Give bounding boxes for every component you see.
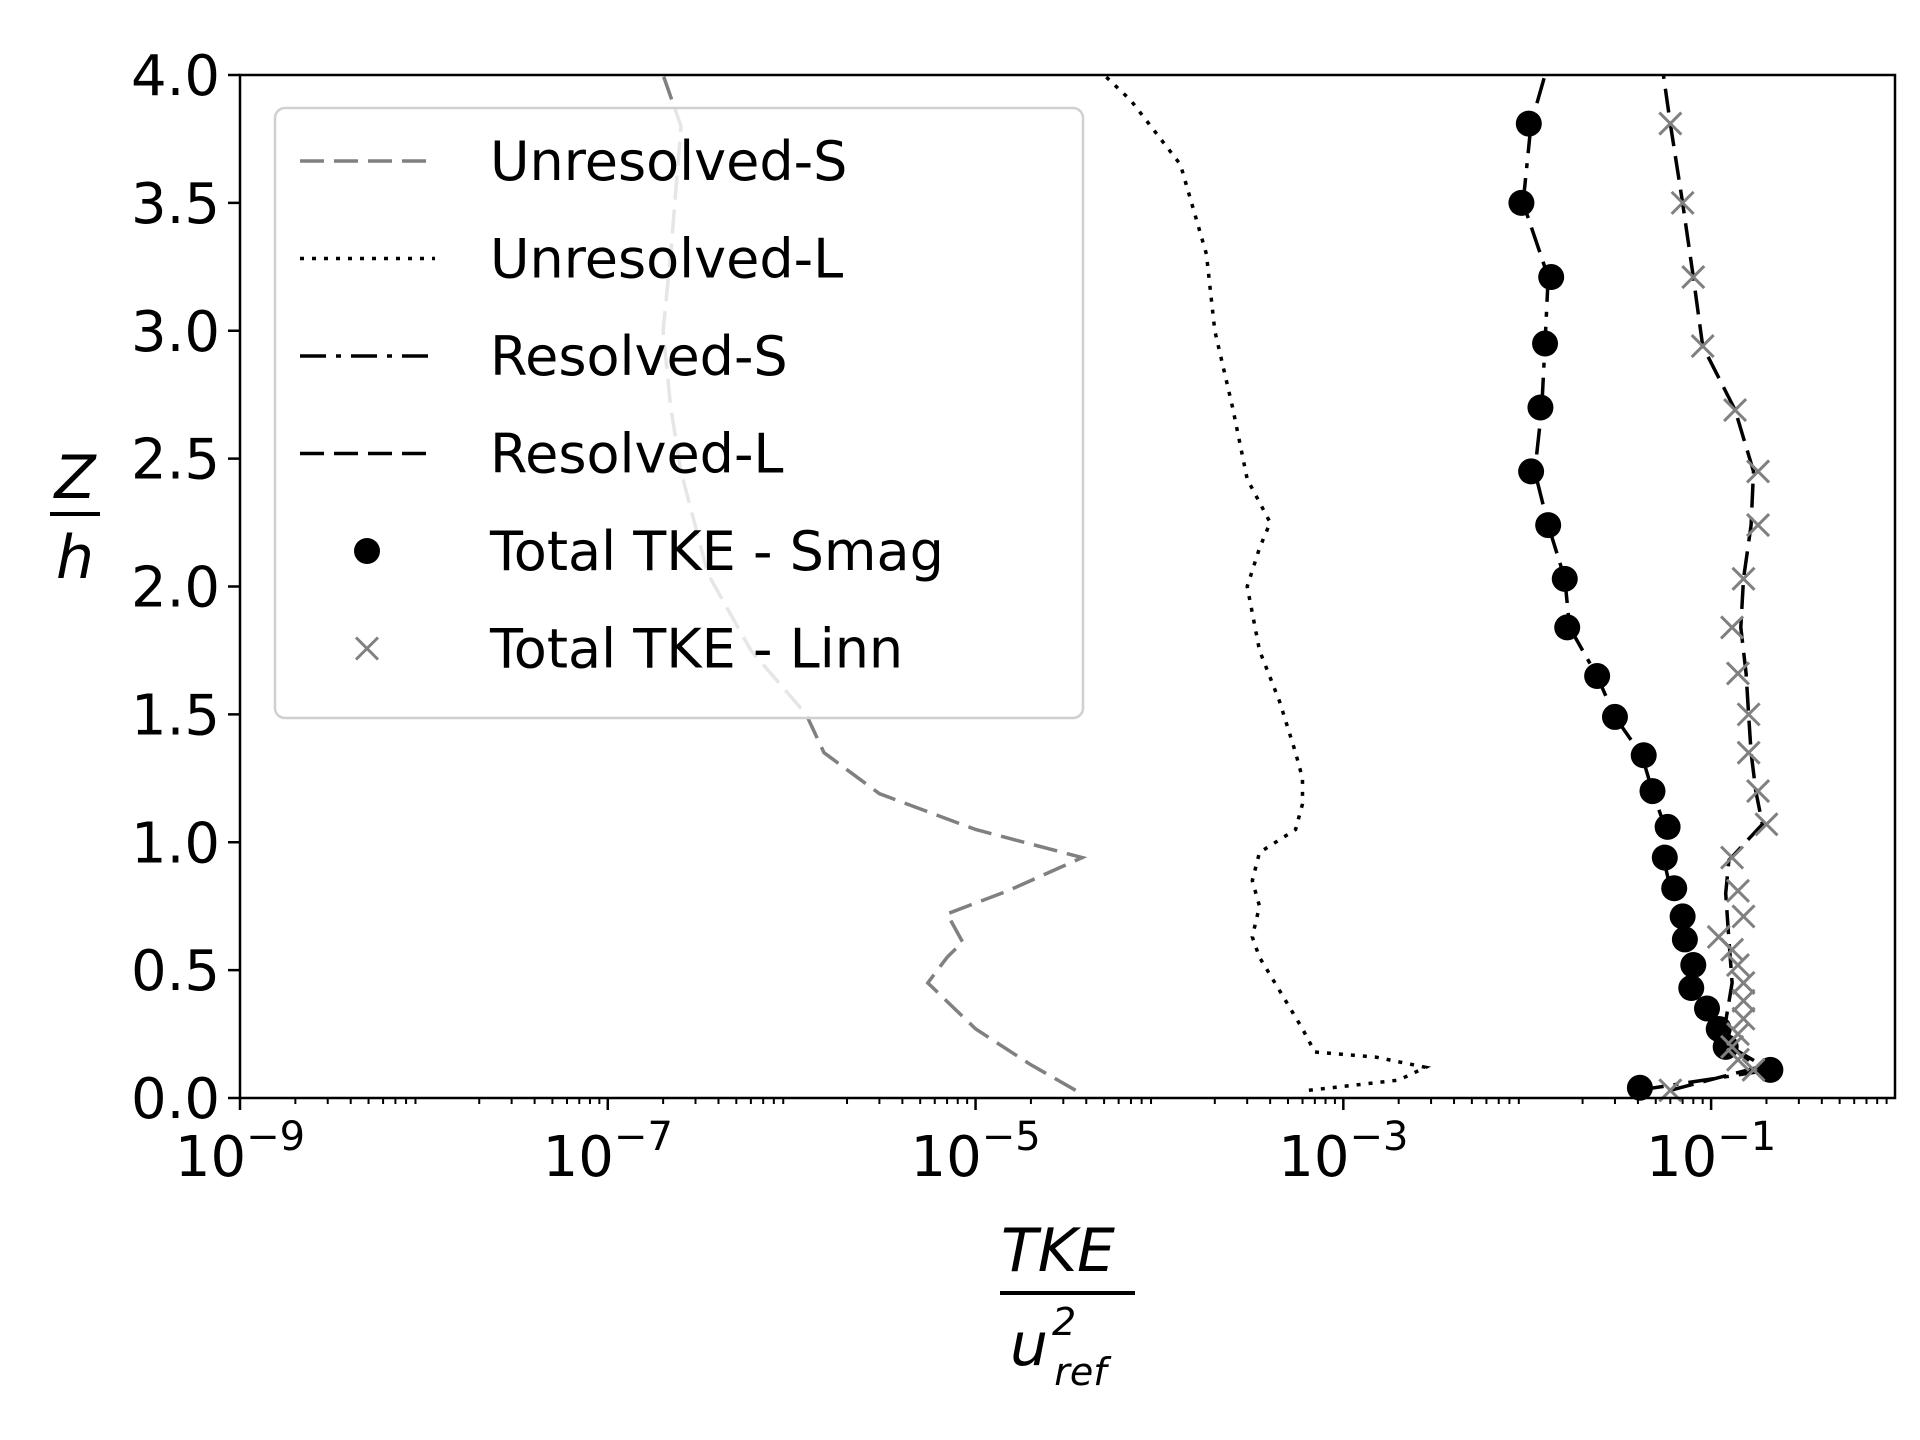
data-point-total-tke-linn [1690,334,1715,359]
data-point-total-tke-linn [1754,812,1779,837]
marker-layer [1508,110,1784,1103]
y-axis-label-numerator: Z [52,443,97,513]
x-axis-label-denominator-base: u [1010,1310,1048,1380]
data-point-total-tke-smag [1538,264,1565,291]
x-axis-label-numerator: TKE [1001,1216,1115,1286]
legend-label-unresolved-s: Unresolved-S [490,130,847,193]
data-point-total-tke-linn [1720,615,1745,640]
y-tick-label: 4.0 [131,44,220,109]
data-point-total-tke-linn [1731,904,1756,929]
data-point-total-tke-smag [1757,1056,1784,1083]
data-point-total-tke-linn [1720,845,1745,870]
data-point-total-tke-linn [1745,459,1771,484]
data-point-total-tke-smag [1527,394,1554,421]
legend-label-resolved-l: Resolved-L [490,423,784,486]
data-point-total-tke-smag [1630,742,1657,769]
x-tick-label: 10−1 [1646,1114,1776,1190]
legend-label-total-tke-linn: Total TKE - Linn [489,618,903,681]
y-tick-label: 1.0 [131,811,220,876]
legend-label-total-tke-smag: Total TKE - Smag [489,520,944,583]
data-point-total-tke-smag [1508,189,1535,216]
data-point-total-tke-smag [1694,995,1721,1022]
legend-label-unresolved-l: Unresolved-L [490,228,843,291]
series-line-unresolved-l [1102,75,1432,1093]
y-tick-label: 1.5 [131,683,220,748]
data-point-total-tke-linn [1745,779,1771,804]
data-point-total-tke-smag [1532,330,1559,357]
legend-marker-total-tke-smag [354,538,380,564]
data-point-total-tke-linn [1736,740,1761,765]
data-point-total-tke-linn [1725,661,1751,686]
data-point-total-tke-smag [1535,512,1562,539]
legend-marker-total-tke-linn [354,636,380,661]
y-tick-label: 3.5 [131,172,220,237]
data-point-total-tke-smag [1705,1015,1732,1042]
x-axis-label: TKE u 2 ref [1000,1216,1135,1394]
data-point-total-tke-linn [1720,1034,1745,1059]
data-point-total-tke-smag [1678,975,1705,1002]
x-tick-label: 10−5 [910,1114,1040,1190]
data-point-total-tke-smag [1639,778,1666,805]
y-tick-label: 0.5 [131,939,220,1004]
y-axis-label: Z h [50,443,100,593]
data-point-total-tke-smag [1651,844,1678,871]
data-point-total-tke-smag [1654,813,1681,840]
y-tick-label: 3.0 [131,300,220,365]
legend: Unresolved-S Unresolved-L Resolved-S Resolv… [273,106,1085,720]
data-point-total-tke-linn [1731,1006,1756,1031]
data-point-total-tke-linn [1670,190,1695,215]
data-point-total-tke-linn [1736,702,1761,727]
data-point-total-tke-smag [1515,110,1542,137]
series-line-resolved-l [1661,75,1765,1092]
data-point-total-tke-smag [1626,1074,1653,1101]
data-point-total-tke-linn [1745,513,1771,538]
y-tick-label: 0.0 [131,1067,220,1132]
data-point-total-tke-smag [1661,875,1688,902]
legend-box [273,106,1085,720]
data-point-total-tke-linn [1741,1057,1766,1082]
data-point-total-tke-linn [1706,924,1731,949]
data-point-total-tke-linn [1725,1022,1751,1047]
data-point-total-tke-smag [1518,458,1545,485]
x-axis-label-denominator: u 2 ref [1010,1300,1112,1394]
data-point-total-tke-linn [1725,1047,1751,1072]
y-axis-label-denominator: h [56,523,94,593]
data-point-total-tke-smag [1584,663,1611,690]
data-point-total-tke-linn [1725,878,1751,903]
x-axis-label-subscript: ref [1054,1350,1112,1394]
series-line-resolved-s [1521,75,1776,1093]
data-point-total-tke-smag [1669,903,1696,930]
data-point-total-tke-linn [1731,988,1756,1013]
x-tick-label: 10−9 [175,1114,305,1190]
data-point-total-tke-smag [1551,565,1578,592]
data-point-total-tke-linn [1658,111,1683,136]
data-point-total-tke-smag [1554,614,1581,641]
x-tick-label: 10−7 [543,1114,673,1190]
data-point-total-tke-linn [1731,970,1756,995]
y-tick-label: 2.0 [131,556,220,621]
y-tick-label: 2.5 [131,428,220,493]
x-tick-label: 10−3 [1278,1114,1408,1190]
data-point-total-tke-smag [1680,952,1707,979]
x-axis-label-superscript: 2 [1052,1300,1076,1344]
y-axis: 0.0 0.5 1.0 1.5 2.0 2.5 3.0 3.5 4.0 [131,44,240,1132]
data-point-total-tke-linn [1725,952,1751,978]
legend-entries: Unresolved-S Unresolved-L Resolved-S Resolv… [300,130,944,681]
x-axis: 10−9 10−7 10−5 10−3 10−1 [175,1098,1888,1190]
data-point-total-tke-linn [1723,397,1748,423]
data-point-total-tke-linn [1731,566,1756,591]
data-point-total-tke-linn [1681,264,1706,290]
data-point-total-tke-smag [1671,926,1698,953]
data-point-total-tke-smag [1601,703,1628,730]
legend-label-resolved-s: Resolved-S [490,325,788,388]
